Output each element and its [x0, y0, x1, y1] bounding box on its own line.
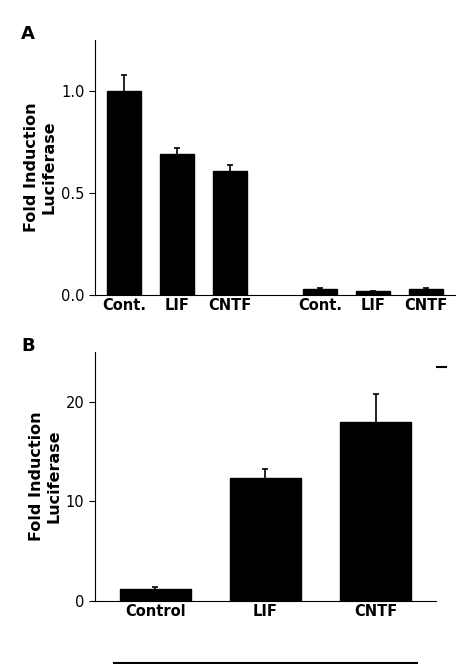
Bar — [230, 478, 301, 601]
Bar — [213, 171, 247, 295]
Bar — [356, 291, 390, 295]
Bar — [409, 290, 443, 295]
Text: 394DBH-Luc: 394DBH-Luc — [122, 392, 232, 408]
Text: B: B — [21, 337, 35, 355]
Bar — [160, 154, 194, 295]
Bar — [119, 589, 191, 601]
Text: pGL3-Luc: pGL3-Luc — [331, 392, 415, 408]
Text: A: A — [21, 25, 35, 42]
Y-axis label: Fold Induction
Luciferase: Fold Induction Luciferase — [24, 103, 57, 232]
Y-axis label: Fold Induction
Luciferase: Fold Induction Luciferase — [29, 412, 62, 541]
Bar — [107, 91, 141, 295]
Bar — [340, 422, 411, 601]
Bar — [303, 290, 337, 295]
